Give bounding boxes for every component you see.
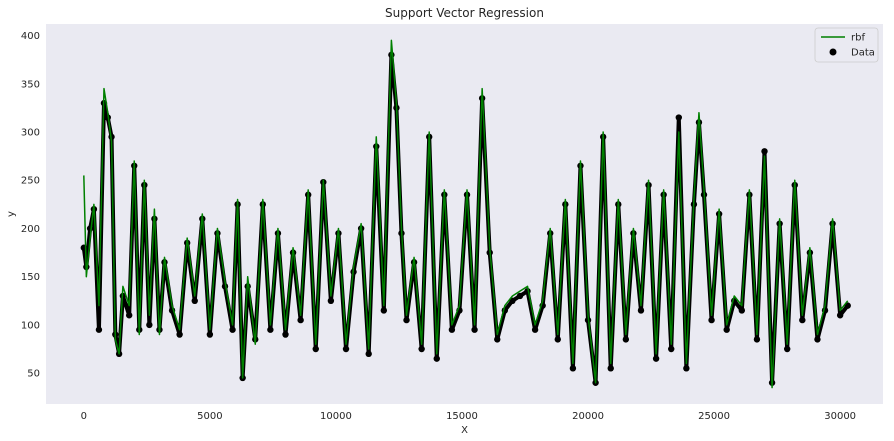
data-point xyxy=(297,316,304,324)
data-point xyxy=(365,350,372,358)
data-point xyxy=(652,355,660,362)
data-point xyxy=(95,326,103,333)
x-tick-label: 30000 xyxy=(824,411,856,422)
data-point xyxy=(761,148,768,155)
data-point xyxy=(668,345,675,353)
data-point xyxy=(471,326,478,333)
data-point xyxy=(146,321,153,329)
x-axis-label: X xyxy=(461,425,468,436)
data-point xyxy=(282,331,289,338)
data-point xyxy=(86,225,94,232)
data-point xyxy=(327,297,335,305)
y-axis-label: y xyxy=(6,211,17,217)
data-point xyxy=(723,326,730,333)
data-point xyxy=(342,345,350,353)
data-point xyxy=(799,316,806,324)
legend-dot-swatch xyxy=(829,48,837,56)
data-point xyxy=(637,307,645,314)
x-tick-label: 5000 xyxy=(197,411,222,422)
y-tick-label: 350 xyxy=(21,79,40,90)
x-tick-label: 20000 xyxy=(572,411,604,422)
y-tick-label: 150 xyxy=(21,272,40,283)
legend-label-rbf: rbf xyxy=(851,33,865,44)
legend: rbf Data xyxy=(814,27,879,63)
data-point xyxy=(783,345,791,353)
y-tick-label: 250 xyxy=(21,176,40,187)
x-ticks: 0 5000 10000 15000 20000 25000 30000 xyxy=(81,411,856,422)
data-point xyxy=(418,345,425,353)
data-point xyxy=(531,326,539,333)
data-point xyxy=(569,365,577,372)
data-point xyxy=(753,336,761,343)
data-point xyxy=(708,316,715,324)
legend-label-data: Data xyxy=(851,48,875,59)
data-point xyxy=(206,331,214,338)
data-point xyxy=(683,365,690,372)
data-point xyxy=(814,336,821,343)
y-ticks: 50 100 150 200 250 300 350 400 xyxy=(21,31,40,380)
data-point xyxy=(675,114,682,121)
data-point xyxy=(380,307,388,314)
data-point xyxy=(448,326,456,333)
data-point xyxy=(229,326,236,333)
data-point xyxy=(836,312,844,319)
data-point xyxy=(607,365,614,372)
data-point xyxy=(125,312,133,319)
x-tick-label: 15000 xyxy=(446,411,478,422)
data-point xyxy=(433,355,440,362)
data-point xyxy=(738,307,746,314)
y-tick-label: 200 xyxy=(21,224,40,235)
series-layer xyxy=(80,39,851,389)
x-tick-label: 0 xyxy=(81,411,87,422)
y-tick-label: 400 xyxy=(21,31,40,42)
data-point xyxy=(403,316,410,324)
series-line-rbf xyxy=(83,39,849,389)
y-tick-label: 100 xyxy=(21,320,40,331)
y-tick-label: 300 xyxy=(21,128,40,139)
data-point xyxy=(516,292,524,300)
data-point xyxy=(267,326,274,333)
data-point xyxy=(312,345,319,353)
chart-title: Support Vector Regression xyxy=(385,6,544,20)
x-tick-label: 25000 xyxy=(698,411,730,422)
y-tick-label: 50 xyxy=(27,369,40,380)
data-point xyxy=(176,331,183,338)
data-point xyxy=(191,297,198,305)
data-point xyxy=(494,336,501,343)
data-point xyxy=(554,336,561,343)
x-tick-label: 10000 xyxy=(320,411,352,422)
data-point xyxy=(622,336,630,343)
